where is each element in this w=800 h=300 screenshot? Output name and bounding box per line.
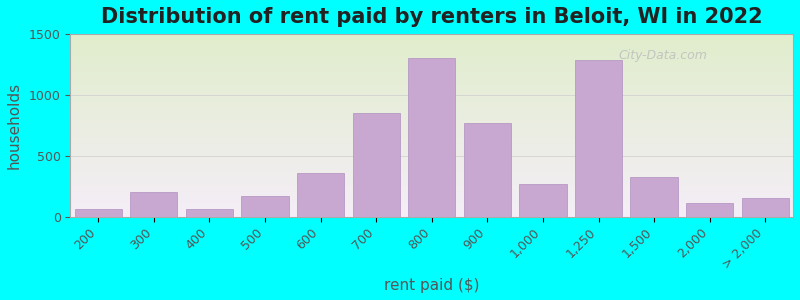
Bar [408, 58, 455, 217]
Bar [742, 198, 789, 217]
Bar [519, 184, 566, 217]
Bar [186, 209, 233, 217]
Bar [297, 173, 344, 217]
Y-axis label: households: households [7, 82, 22, 169]
Bar [130, 192, 178, 217]
Bar [464, 123, 511, 217]
Bar [353, 113, 400, 217]
Title: Distribution of rent paid by renters in Beloit, WI in 2022: Distribution of rent paid by renters in … [101, 7, 762, 27]
Bar [242, 196, 289, 217]
Text: City-Data.com: City-Data.com [618, 50, 707, 62]
X-axis label: rent paid ($): rent paid ($) [384, 278, 479, 293]
Bar [575, 60, 622, 217]
Bar [74, 209, 122, 217]
Bar [686, 202, 734, 217]
Bar [630, 177, 678, 217]
